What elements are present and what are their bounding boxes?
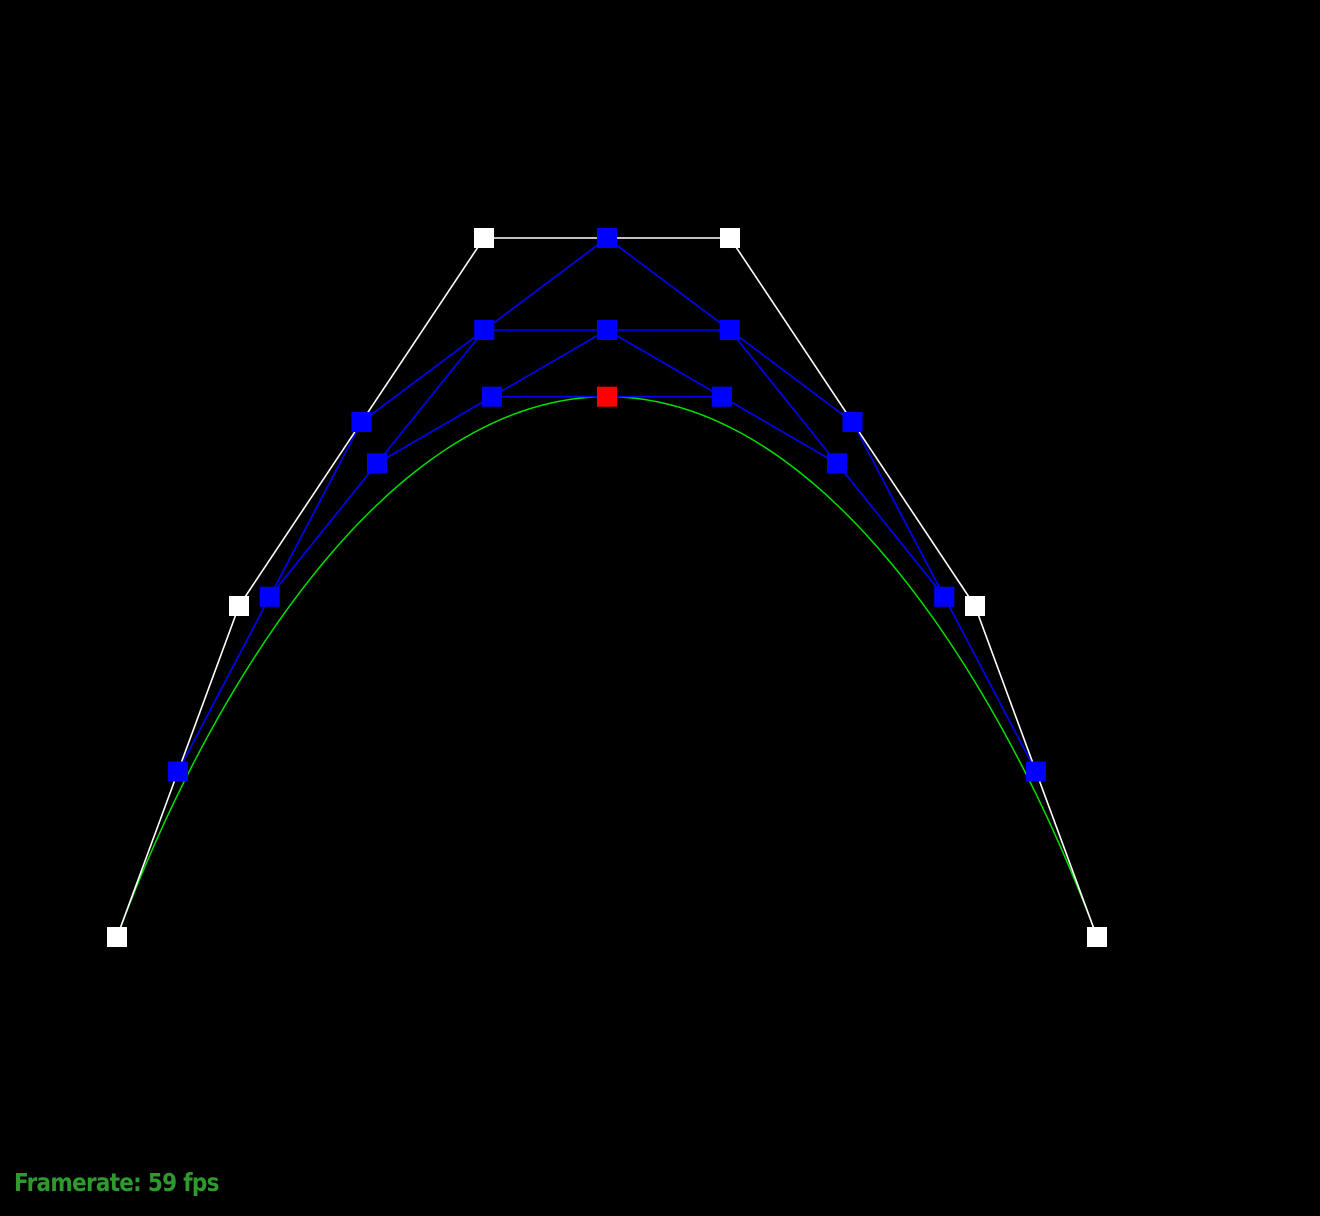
intermediate-point-l1-2 (597, 228, 617, 248)
intermediate-point-l3-2 (827, 453, 847, 474)
points-layer (107, 228, 1107, 947)
control-point-5[interactable] (1087, 927, 1107, 947)
control-point-4[interactable] (965, 596, 985, 616)
intermediate-point-l2-1 (474, 320, 495, 340)
bezier-curve-layer (116, 395, 1098, 938)
control-point-2[interactable] (474, 228, 494, 248)
control-point-0[interactable] (107, 927, 127, 947)
intermediate-point-l3-1 (597, 320, 617, 340)
intermediate-point-l2-3 (934, 586, 955, 607)
intermediate-point-l4-0 (482, 386, 502, 407)
intermediate-point-l1-3 (842, 412, 863, 432)
curve-point-marker (597, 386, 617, 407)
intermediate-point-l4-1 (712, 386, 732, 407)
intermediate-point-l1-4 (1026, 761, 1046, 782)
intermediate-point-l1-0 (168, 761, 188, 782)
intermediate-point-l3-0 (367, 453, 387, 474)
framerate-readout: Framerate: 59 fps (14, 1168, 219, 1197)
control-point-1[interactable] (229, 596, 249, 616)
bezier-curve (116, 395, 1098, 938)
intermediate-point-l1-1 (351, 412, 372, 432)
intermediate-point-l2-2 (719, 320, 740, 340)
intermediate-point-l2-0 (259, 586, 280, 607)
control-point-3[interactable] (720, 228, 740, 248)
